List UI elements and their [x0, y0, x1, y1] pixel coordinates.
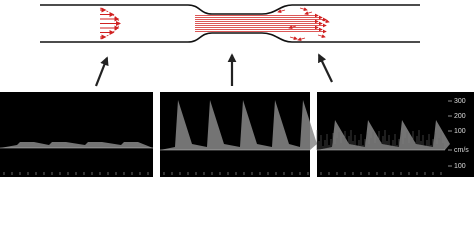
doppler-panel — [0, 92, 153, 177]
turbulent-arrow — [299, 7, 308, 12]
pointer-arrow — [94, 56, 109, 87]
vessel-wall-bottom — [40, 32, 420, 43]
waveform — [0, 142, 153, 148]
turbulent-arrow — [321, 19, 330, 24]
spectral-waveforms — [0, 100, 450, 175]
turbulent-arrow — [277, 9, 286, 14]
velocity-scale: 300 200 100 cm/s 100 — [448, 98, 469, 170]
scale-label: 200 — [454, 113, 466, 120]
turbulent-arrow — [317, 34, 326, 39]
velocity-profile — [99, 7, 120, 40]
waveform — [160, 100, 317, 150]
vessel-wall-top — [40, 4, 420, 15]
flow-arrows — [99, 7, 330, 42]
turbulent-arrow — [289, 36, 298, 41]
turbulent-arrow — [288, 25, 297, 30]
scale-label: cm/s — [454, 147, 469, 154]
scale-label: 100 — [454, 163, 466, 170]
diagram: 300 200 100 cm/s 100 — [0, 4, 474, 177]
turbulent-arrow — [297, 37, 306, 42]
scale-label: 300 — [454, 98, 466, 105]
pointer-arrow — [318, 53, 333, 83]
turbulent-arrow — [304, 11, 313, 16]
scale-label: 100 — [454, 128, 466, 135]
